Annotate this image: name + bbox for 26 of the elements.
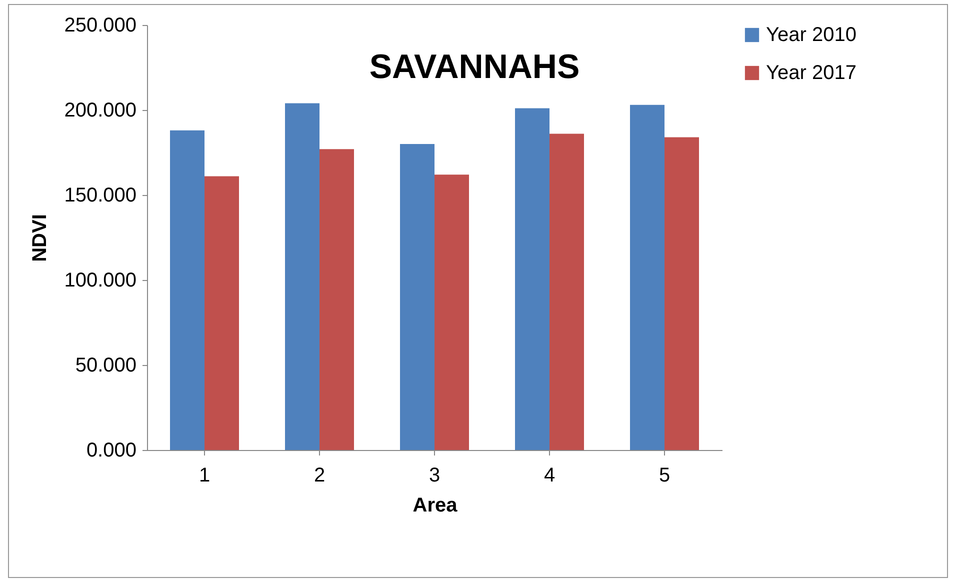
bar (664, 137, 699, 450)
legend-label: Year 2010 (766, 24, 856, 46)
x-tick-label: 4 (544, 464, 556, 486)
bar (320, 149, 354, 450)
text: SAVANNAHS (369, 48, 580, 86)
x-tick-label: 2 (314, 464, 326, 486)
y-tick-label: 150.000 (64, 184, 136, 206)
x-axis-title: Area (412, 494, 458, 516)
x-tick-label: 5 (658, 464, 670, 486)
bar (285, 103, 320, 450)
y-tick-label: 0.000 (86, 440, 136, 462)
bar (550, 134, 584, 450)
bar (434, 174, 469, 450)
y-tick-label: 200.000 (64, 100, 136, 122)
x-tick-label: 3 (428, 464, 440, 486)
y-tick-label: 100.000 (64, 270, 136, 292)
bar (400, 144, 434, 450)
x-tick-label: 1 (198, 464, 210, 486)
legend-label: Year 2017 (766, 62, 856, 84)
bar (170, 130, 204, 450)
bar (630, 104, 664, 450)
y-tick-label: 250.000 (64, 14, 136, 36)
y-tick-label: 50.000 (75, 354, 136, 376)
bar (515, 108, 550, 450)
y-axis-title: NDVI (29, 214, 52, 262)
bar (204, 176, 239, 450)
